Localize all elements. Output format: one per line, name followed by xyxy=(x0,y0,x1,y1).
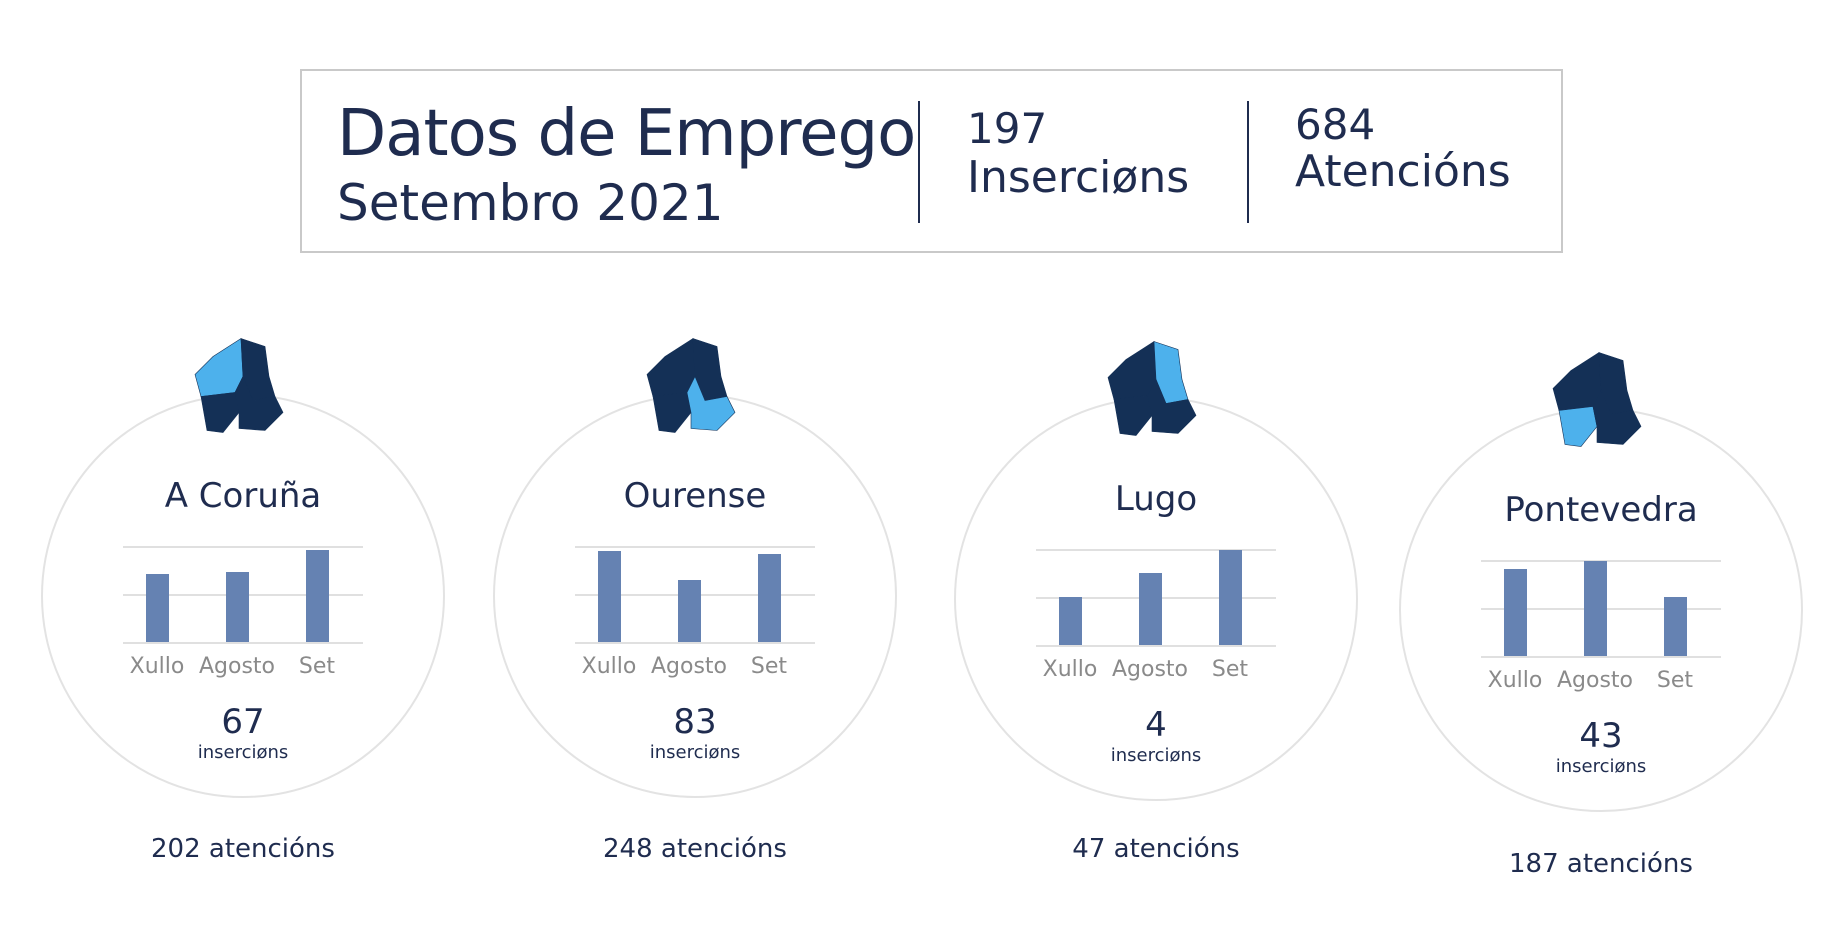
map-province-pontevedra xyxy=(652,392,692,433)
province-name: Lugo xyxy=(1114,479,1198,519)
map-province-pontevedra xyxy=(200,392,240,433)
galicia-map-icon xyxy=(646,337,736,433)
bar-agosto xyxy=(1584,560,1607,656)
insercions-label: inserciøns xyxy=(1555,756,1647,777)
bar-set xyxy=(758,553,781,642)
x-tick-label: Agosto xyxy=(1111,657,1189,682)
gridline xyxy=(575,546,815,548)
insercions-label: inserciøns xyxy=(649,742,741,763)
bar-agosto xyxy=(1139,573,1162,645)
insercions-label: inserciøns xyxy=(197,742,289,763)
baseline xyxy=(123,642,363,644)
bar-chart xyxy=(1036,549,1276,647)
province-card: Lugo Xullo Agosto Set 4 inserciøns xyxy=(954,340,1358,801)
x-tick-label: Set xyxy=(1656,668,1694,693)
bar-xullo xyxy=(1059,597,1082,645)
galicia-map-icon xyxy=(1107,340,1197,436)
map-province-coruna xyxy=(1552,351,1602,411)
insercions-count: 67 xyxy=(221,702,265,742)
total-atencions-value: 684 xyxy=(1295,100,1376,149)
divider xyxy=(1247,101,1249,223)
bar-set xyxy=(1664,597,1687,656)
province-card: A Coruña Xullo Agosto Set 67 inserciøns xyxy=(41,337,445,798)
province-name: A Coruña xyxy=(164,476,322,516)
map-province-coruna xyxy=(646,337,696,397)
x-tick-label: Xullo xyxy=(1487,668,1543,693)
bar-chart xyxy=(123,546,363,644)
total-atencions-label: Atencións xyxy=(1295,146,1511,197)
galicia-map-icon xyxy=(194,337,284,433)
x-tick-label: Agosto xyxy=(650,654,728,679)
page-subtitle: Setembro 2021 xyxy=(337,174,724,232)
bar-agosto xyxy=(226,571,249,642)
x-tick-label: Set xyxy=(298,654,336,679)
galicia-map-icon xyxy=(1552,351,1642,447)
x-tick-label: Xullo xyxy=(129,654,185,679)
x-tick-label: Agosto xyxy=(198,654,276,679)
insercions-count: 83 xyxy=(673,702,717,742)
insercions-label: inserciøns xyxy=(1110,745,1202,766)
insercions-count: 43 xyxy=(1579,716,1623,756)
map-province-ourense xyxy=(1592,389,1642,445)
atencions-count: 202 atencións xyxy=(151,834,335,864)
baseline xyxy=(1036,645,1276,647)
bar-xullo xyxy=(598,550,621,642)
bar-chart xyxy=(575,546,815,644)
map-province-pontevedra xyxy=(1558,406,1598,447)
x-tick-label: Xullo xyxy=(581,654,637,679)
x-tick-label: Xullo xyxy=(1042,657,1098,682)
gridline xyxy=(123,546,363,548)
map-province-ourense xyxy=(234,375,284,431)
x-tick-label: Agosto xyxy=(1556,668,1634,693)
province-name: Ourense xyxy=(623,476,767,516)
summary-header: Datos de Emprego Setembro 2021 197 Inser… xyxy=(300,69,1563,253)
gridline xyxy=(1036,549,1276,551)
baseline xyxy=(1481,656,1721,658)
x-tick-label: Set xyxy=(1211,657,1249,682)
map-province-coruna xyxy=(194,337,244,397)
map-province-ourense xyxy=(1147,378,1197,434)
bar-set xyxy=(1219,549,1242,645)
atencions-count: 47 atencións xyxy=(1072,834,1240,864)
province-card: Pontevedra Xullo Agosto Set 43 inserciøns xyxy=(1399,351,1803,812)
map-province-coruna xyxy=(1107,340,1157,400)
atencions-count: 187 atencións xyxy=(1509,849,1693,879)
bar-xullo xyxy=(1504,568,1527,656)
total-insercions-value: 197 xyxy=(967,104,1048,153)
map-province-ourense xyxy=(686,375,736,431)
page-title: Datos de Emprego xyxy=(337,97,916,171)
atencions-count: 248 atencións xyxy=(603,834,787,864)
divider xyxy=(918,101,920,223)
total-insercions-label: Inserciøns xyxy=(967,152,1190,203)
bar-set xyxy=(306,549,329,642)
bar-xullo xyxy=(146,573,169,642)
bar-chart xyxy=(1481,560,1721,658)
map-province-pontevedra xyxy=(1113,395,1153,436)
insercions-count: 4 xyxy=(1145,705,1167,745)
province-name: Pontevedra xyxy=(1504,490,1698,530)
bar-agosto xyxy=(678,579,701,642)
province-card: Ourense Xullo Agosto Set 83 inserciøns xyxy=(493,337,897,798)
baseline xyxy=(575,642,815,644)
x-tick-label: Set xyxy=(750,654,788,679)
